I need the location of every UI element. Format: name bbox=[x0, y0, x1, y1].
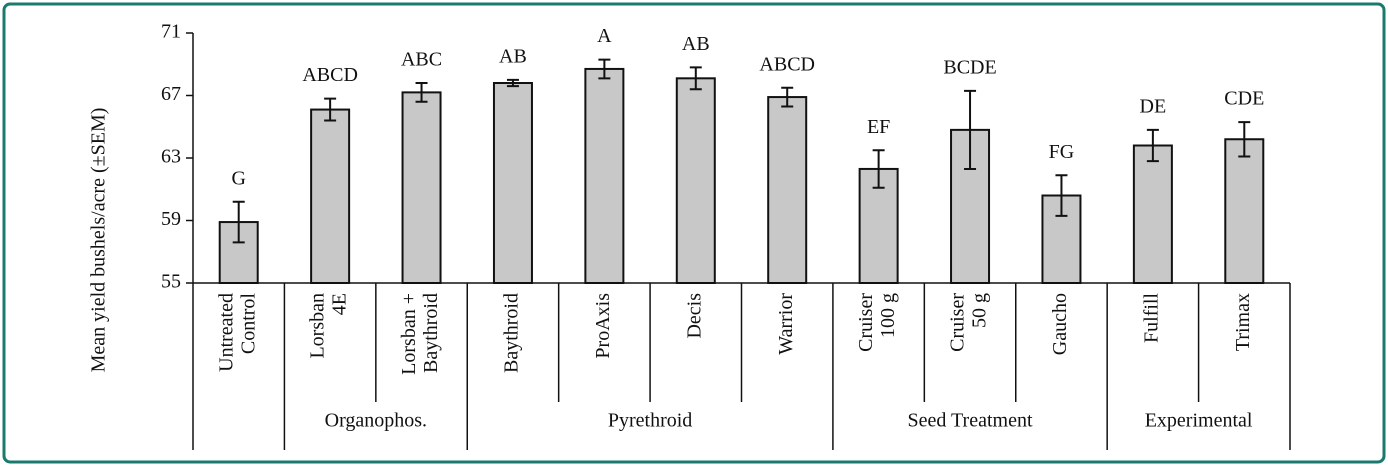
y-tick-label: 71 bbox=[161, 21, 181, 43]
bar bbox=[675, 77, 716, 284]
x-tick-label: Control bbox=[237, 293, 259, 355]
x-tick-label: 50 g bbox=[969, 293, 991, 328]
significance-letter: CDE bbox=[1224, 88, 1264, 110]
error-bar bbox=[598, 58, 611, 80]
x-tick-label: 100 g bbox=[877, 293, 899, 338]
bar bbox=[1132, 144, 1173, 284]
group-label: Experimental bbox=[1145, 410, 1253, 432]
y-tick-label: 63 bbox=[161, 146, 181, 168]
y-tick-label: 59 bbox=[161, 208, 181, 230]
x-tick-label: Baythroid bbox=[420, 293, 442, 373]
significance-letter: ABC bbox=[401, 49, 442, 71]
group-label: Seed Treatment bbox=[908, 410, 1033, 432]
x-tick-label: 4E bbox=[329, 293, 351, 315]
bar bbox=[1224, 138, 1265, 284]
bar bbox=[310, 108, 351, 284]
error-bar bbox=[872, 149, 885, 189]
error-bar bbox=[1146, 128, 1159, 163]
significance-letter: AB bbox=[499, 45, 527, 67]
x-tick-label: Baythroid bbox=[501, 293, 523, 373]
x-tick-label: Cruiser bbox=[947, 293, 969, 352]
error-bar bbox=[1055, 174, 1068, 217]
error-bar bbox=[415, 82, 428, 103]
significance-letter: AB bbox=[682, 33, 710, 55]
x-tick-label: Fulfill bbox=[1140, 293, 1162, 343]
x-tick-label: Untreated bbox=[215, 293, 237, 372]
group-label: Pyrethroid bbox=[608, 410, 692, 432]
error-bar bbox=[689, 66, 702, 91]
significance-letter: ABCD bbox=[759, 53, 815, 75]
error-bar bbox=[964, 89, 977, 170]
significance-letter: BCDE bbox=[943, 56, 996, 78]
error-bar bbox=[1238, 121, 1251, 158]
x-tick-label: Cruiser bbox=[855, 293, 877, 352]
y-tick-label: 55 bbox=[161, 271, 181, 293]
significance-letter: EF bbox=[867, 116, 890, 138]
significance-letter: DE bbox=[1140, 95, 1167, 117]
x-tick-label: Decis bbox=[683, 293, 705, 339]
group-label: Organophos. bbox=[325, 410, 427, 432]
x-tick-label: Gaucho bbox=[1049, 293, 1071, 355]
x-tick-label: Lorsban + bbox=[398, 293, 420, 375]
bar bbox=[401, 91, 442, 284]
error-bar bbox=[506, 78, 519, 88]
bar bbox=[492, 82, 533, 284]
significance-letter: A bbox=[597, 25, 612, 47]
significance-letter: G bbox=[231, 167, 245, 189]
bar bbox=[584, 67, 625, 284]
y-axis-label: Mean yield bushels/acre (±SEM) bbox=[88, 108, 110, 373]
error-bar bbox=[232, 200, 245, 244]
y-tick-label: 67 bbox=[161, 83, 181, 105]
error-bar bbox=[324, 97, 337, 122]
x-tick-label: Lorsban bbox=[307, 293, 329, 359]
significance-letter: FG bbox=[1049, 141, 1075, 163]
significance-letter: ABCD bbox=[302, 64, 358, 86]
x-tick-label: Trimax bbox=[1232, 293, 1254, 351]
x-tick-label: Warrior bbox=[775, 293, 797, 355]
error-bar bbox=[781, 86, 794, 108]
x-tick-label: ProAxis bbox=[592, 293, 614, 359]
bar bbox=[767, 96, 808, 284]
